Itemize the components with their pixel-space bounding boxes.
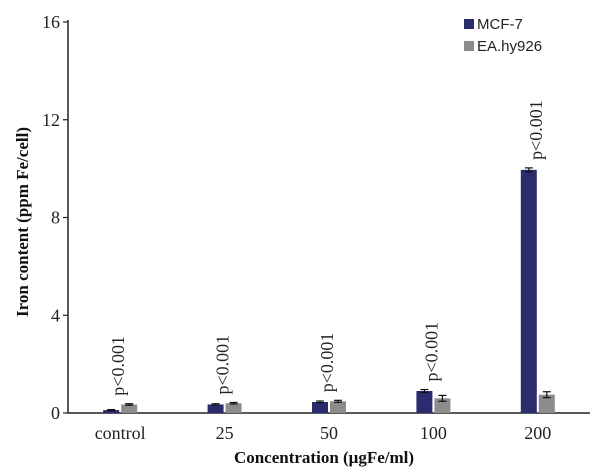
legend-label: MCF-7 <box>477 16 523 33</box>
x-tick-label: 50 <box>320 423 338 443</box>
bar <box>538 394 555 413</box>
p-value-annotation: p<0.001 <box>108 336 128 396</box>
bar <box>330 401 346 413</box>
bar <box>416 391 433 413</box>
bar <box>520 169 537 413</box>
y-tick-label: 16 <box>42 12 60 32</box>
bar <box>225 403 242 413</box>
y-tick-label: 8 <box>51 208 60 228</box>
p-value-annotation: p<0.001 <box>317 333 337 393</box>
bars <box>103 167 555 413</box>
y-tick-label: 0 <box>51 403 60 423</box>
legend-label: EA.hy926 <box>477 38 542 55</box>
annotations: p<0.001 p<0.001 p<0.001 p<0.001 p<0.001 <box>108 100 546 395</box>
bar <box>103 410 120 413</box>
bar <box>207 404 224 413</box>
p-value-annotation: p<0.001 <box>213 335 233 395</box>
x-tick-label: 200 <box>524 423 551 443</box>
axes: 0 4 8 12 16 control 25 50 100 200 <box>42 12 590 443</box>
legend: MCF-7 EA.hy926 <box>464 16 542 55</box>
legend-swatch <box>464 41 474 51</box>
bar <box>121 404 138 413</box>
y-tick-label: 12 <box>42 110 60 130</box>
x-tick-label: 25 <box>216 423 234 443</box>
x-tick-label: 100 <box>420 423 447 443</box>
x-axis-title: Concentration (μgFe/ml) <box>234 448 414 467</box>
p-value-annotation: p<0.001 <box>421 322 441 382</box>
x-tick-label: control <box>95 423 146 443</box>
p-value-annotation: p<0.001 <box>526 100 546 160</box>
bar <box>434 398 451 413</box>
y-tick-label: 4 <box>51 305 60 325</box>
y-axis-title: Iron content (ppm Fe/cell) <box>13 127 32 317</box>
legend-swatch <box>464 19 474 29</box>
bar <box>312 402 328 413</box>
